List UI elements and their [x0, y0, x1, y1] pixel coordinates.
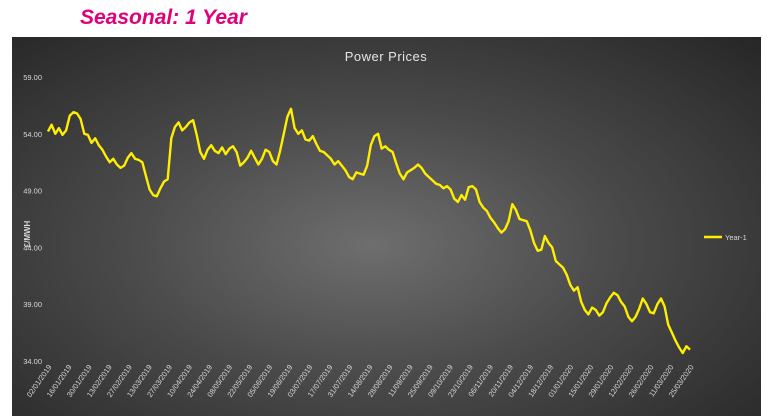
power-prices-chart: Power Prices £/MWH 59.00 54.00 49.00 44.00 3… [23, 49, 747, 399]
legend: Year-1 [704, 233, 747, 242]
series-lines [46, 107, 691, 355]
y-axis-label: £/MWH [23, 220, 32, 247]
x-axis-ticks: 02/01/201916/01/201930/01/201913/02/2019… [25, 363, 696, 399]
y-tick-label: 59.00 [23, 73, 42, 82]
chart-panel: Power Prices £/MWH 59.00 54.00 49.00 44.00 3… [12, 37, 761, 416]
legend-label: Year-1 [725, 233, 747, 242]
y-axis-ticks: 59.00 54.00 49.00 44.00 39.00 34.00 [23, 73, 42, 366]
y-tick-label: 34.00 [23, 357, 42, 366]
chart-title: Power Prices [345, 49, 428, 64]
y-tick-label: 54.00 [23, 130, 42, 139]
page-heading: Seasonal: 1 Year [80, 6, 247, 29]
y-tick-label: 49.00 [23, 187, 42, 196]
y-tick-label: 44.00 [23, 243, 42, 252]
y-tick-label: 39.00 [23, 300, 42, 309]
series-line-0 [46, 107, 691, 355]
